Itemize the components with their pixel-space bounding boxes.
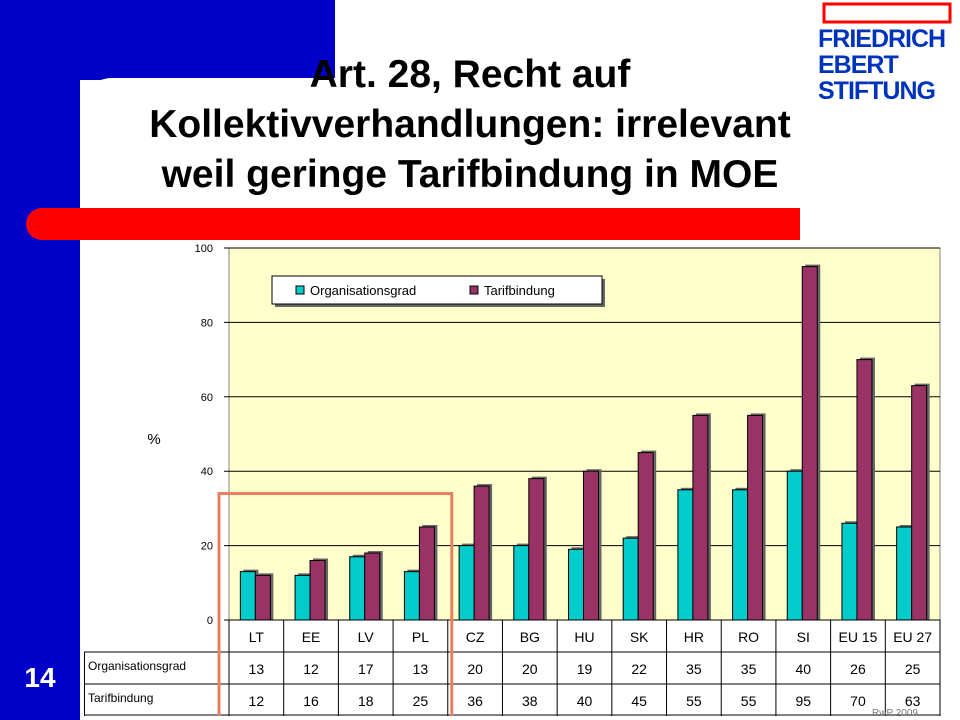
slide-number: 14: [24, 662, 56, 693]
x-tick-label: CZ: [466, 629, 485, 645]
data-label-organisationsgrad: 40: [795, 661, 811, 677]
bar-tarifbindung: [364, 552, 381, 621]
title-underline-bar: [26, 208, 800, 240]
highlight-box: [217, 492, 454, 716]
table-row-header-organisationsgrad: Organisationsgrad: [88, 659, 186, 673]
legend-swatch-tarifbindung: [469, 285, 479, 295]
bar-tarifbindung: [418, 526, 435, 621]
logo-line-3: STIFTUNG: [818, 77, 936, 105]
data-label-tarifbindung: 18: [358, 693, 374, 709]
bar-tarifbindung: [528, 478, 545, 621]
logo-emblem-icon: [822, 2, 952, 24]
x-tick-label: SI: [797, 629, 810, 645]
data-label-organisationsgrad: 17: [358, 661, 374, 677]
bar-tarifbindung: [637, 452, 654, 621]
logo-line-2: EBERT: [818, 51, 899, 79]
data-label-organisationsgrad: 20: [522, 661, 538, 677]
x-tick-label: HR: [684, 629, 704, 645]
data-label-organisationsgrad: 35: [686, 661, 702, 677]
data-label-organisationsgrad: 13: [413, 661, 429, 677]
data-label-tarifbindung: 36: [467, 693, 483, 709]
data-label-organisationsgrad: 35: [741, 661, 757, 677]
logo-line-1: FRIEDRICH: [818, 25, 946, 53]
data-label-tarifbindung: 25: [413, 693, 429, 709]
bar-organisationsgrad: [458, 545, 475, 621]
footer-note: RwP 2009: [872, 708, 918, 719]
data-label-organisationsgrad: 13: [249, 661, 265, 677]
bar-tarifbindung: [747, 414, 764, 621]
data-label-tarifbindung: 45: [631, 693, 647, 709]
data-label-organisationsgrad: 12: [303, 661, 319, 677]
bar-tarifbindung: [911, 385, 928, 621]
x-tick-label: EU 15: [839, 629, 878, 645]
bar-organisationsgrad: [677, 489, 694, 621]
legend-label-tarifbindung: Tarifbindung: [484, 283, 555, 298]
x-tick-label: EE: [302, 629, 321, 645]
y-tick-label: 20: [201, 541, 213, 553]
bar-tarifbindung: [583, 470, 599, 621]
bar-tarifbindung: [801, 266, 818, 621]
data-label-organisationsgrad: 19: [577, 661, 593, 677]
bar-tarifbindung: [856, 359, 873, 621]
bar-organisationsgrad: [513, 545, 530, 621]
bar-organisationsgrad: [403, 571, 420, 621]
data-label-tarifbindung: 16: [303, 693, 319, 709]
bar-tarifbindung: [692, 414, 709, 621]
x-tick-label: RO: [738, 629, 759, 645]
bar-organisationsgrad: [349, 556, 366, 621]
data-label-tarifbindung: 95: [795, 693, 811, 709]
legend-label-organisationsgrad: Organisationsgrad: [310, 283, 416, 298]
slide-title: Art. 28, Recht auf Kollektivverhandlunge…: [149, 53, 791, 196]
data-label-organisationsgrad: 20: [467, 661, 483, 677]
x-tick-label: BG: [520, 629, 540, 645]
table-row-header-tarifbindung: Tarifbindung: [88, 691, 153, 705]
bar-organisationsgrad: [239, 571, 256, 621]
bar-organisationsgrad: [622, 537, 639, 621]
bar-tarifbindung: [254, 574, 271, 621]
bar-organisationsgrad: [841, 522, 858, 621]
y-tick-label: 40: [201, 466, 213, 478]
y-tick-label: 60: [201, 392, 213, 404]
bar-organisationsgrad: [294, 574, 311, 621]
bar-organisationsgrad: [732, 489, 749, 621]
x-tick-label: SK: [630, 629, 649, 645]
data-label-tarifbindung: 63: [905, 693, 921, 709]
y-tick-label: 80: [201, 317, 213, 329]
y-axis-label: %: [147, 431, 160, 448]
data-label-tarifbindung: 55: [741, 693, 757, 709]
x-tick-label: HU: [574, 629, 594, 645]
fes-logo: FRIEDRICH EBERT STIFTUNG: [818, 2, 956, 106]
bar-organisationsgrad: [786, 470, 803, 621]
bar-chart: 0 20 40 60 80 100% Organisationsgrad Tarifbindu…: [84, 243, 941, 716]
data-label-organisationsgrad: 22: [631, 661, 647, 677]
x-tick-label: PL: [412, 629, 429, 645]
data-label-tarifbindung: 55: [686, 693, 702, 709]
data-label-tarifbindung: 40: [577, 693, 593, 709]
data-label-organisationsgrad: 25: [905, 661, 921, 677]
bar-tarifbindung: [309, 559, 326, 621]
legend-swatch-organisationsgrad: [295, 285, 305, 295]
legend-box: [271, 275, 603, 305]
logo-text: FRIEDRICH EBERT STIFTUNG: [818, 26, 956, 104]
left-blue-sidebar: [0, 0, 80, 720]
y-tick-label: 0: [207, 615, 213, 627]
data-label-organisationsgrad: 26: [850, 661, 866, 677]
x-tick-label: EU 27: [893, 629, 932, 645]
bar-organisationsgrad: [568, 548, 584, 621]
bar-tarifbindung: [473, 485, 490, 621]
data-label-tarifbindung: 12: [249, 693, 265, 709]
x-tick-label: LT: [249, 629, 265, 645]
bar-organisationsgrad: [896, 526, 913, 621]
data-label-tarifbindung: 38: [522, 693, 538, 709]
y-tick-label: 100: [195, 243, 213, 255]
data-label-tarifbindung: 70: [850, 693, 866, 709]
x-tick-label: LV: [358, 629, 375, 645]
